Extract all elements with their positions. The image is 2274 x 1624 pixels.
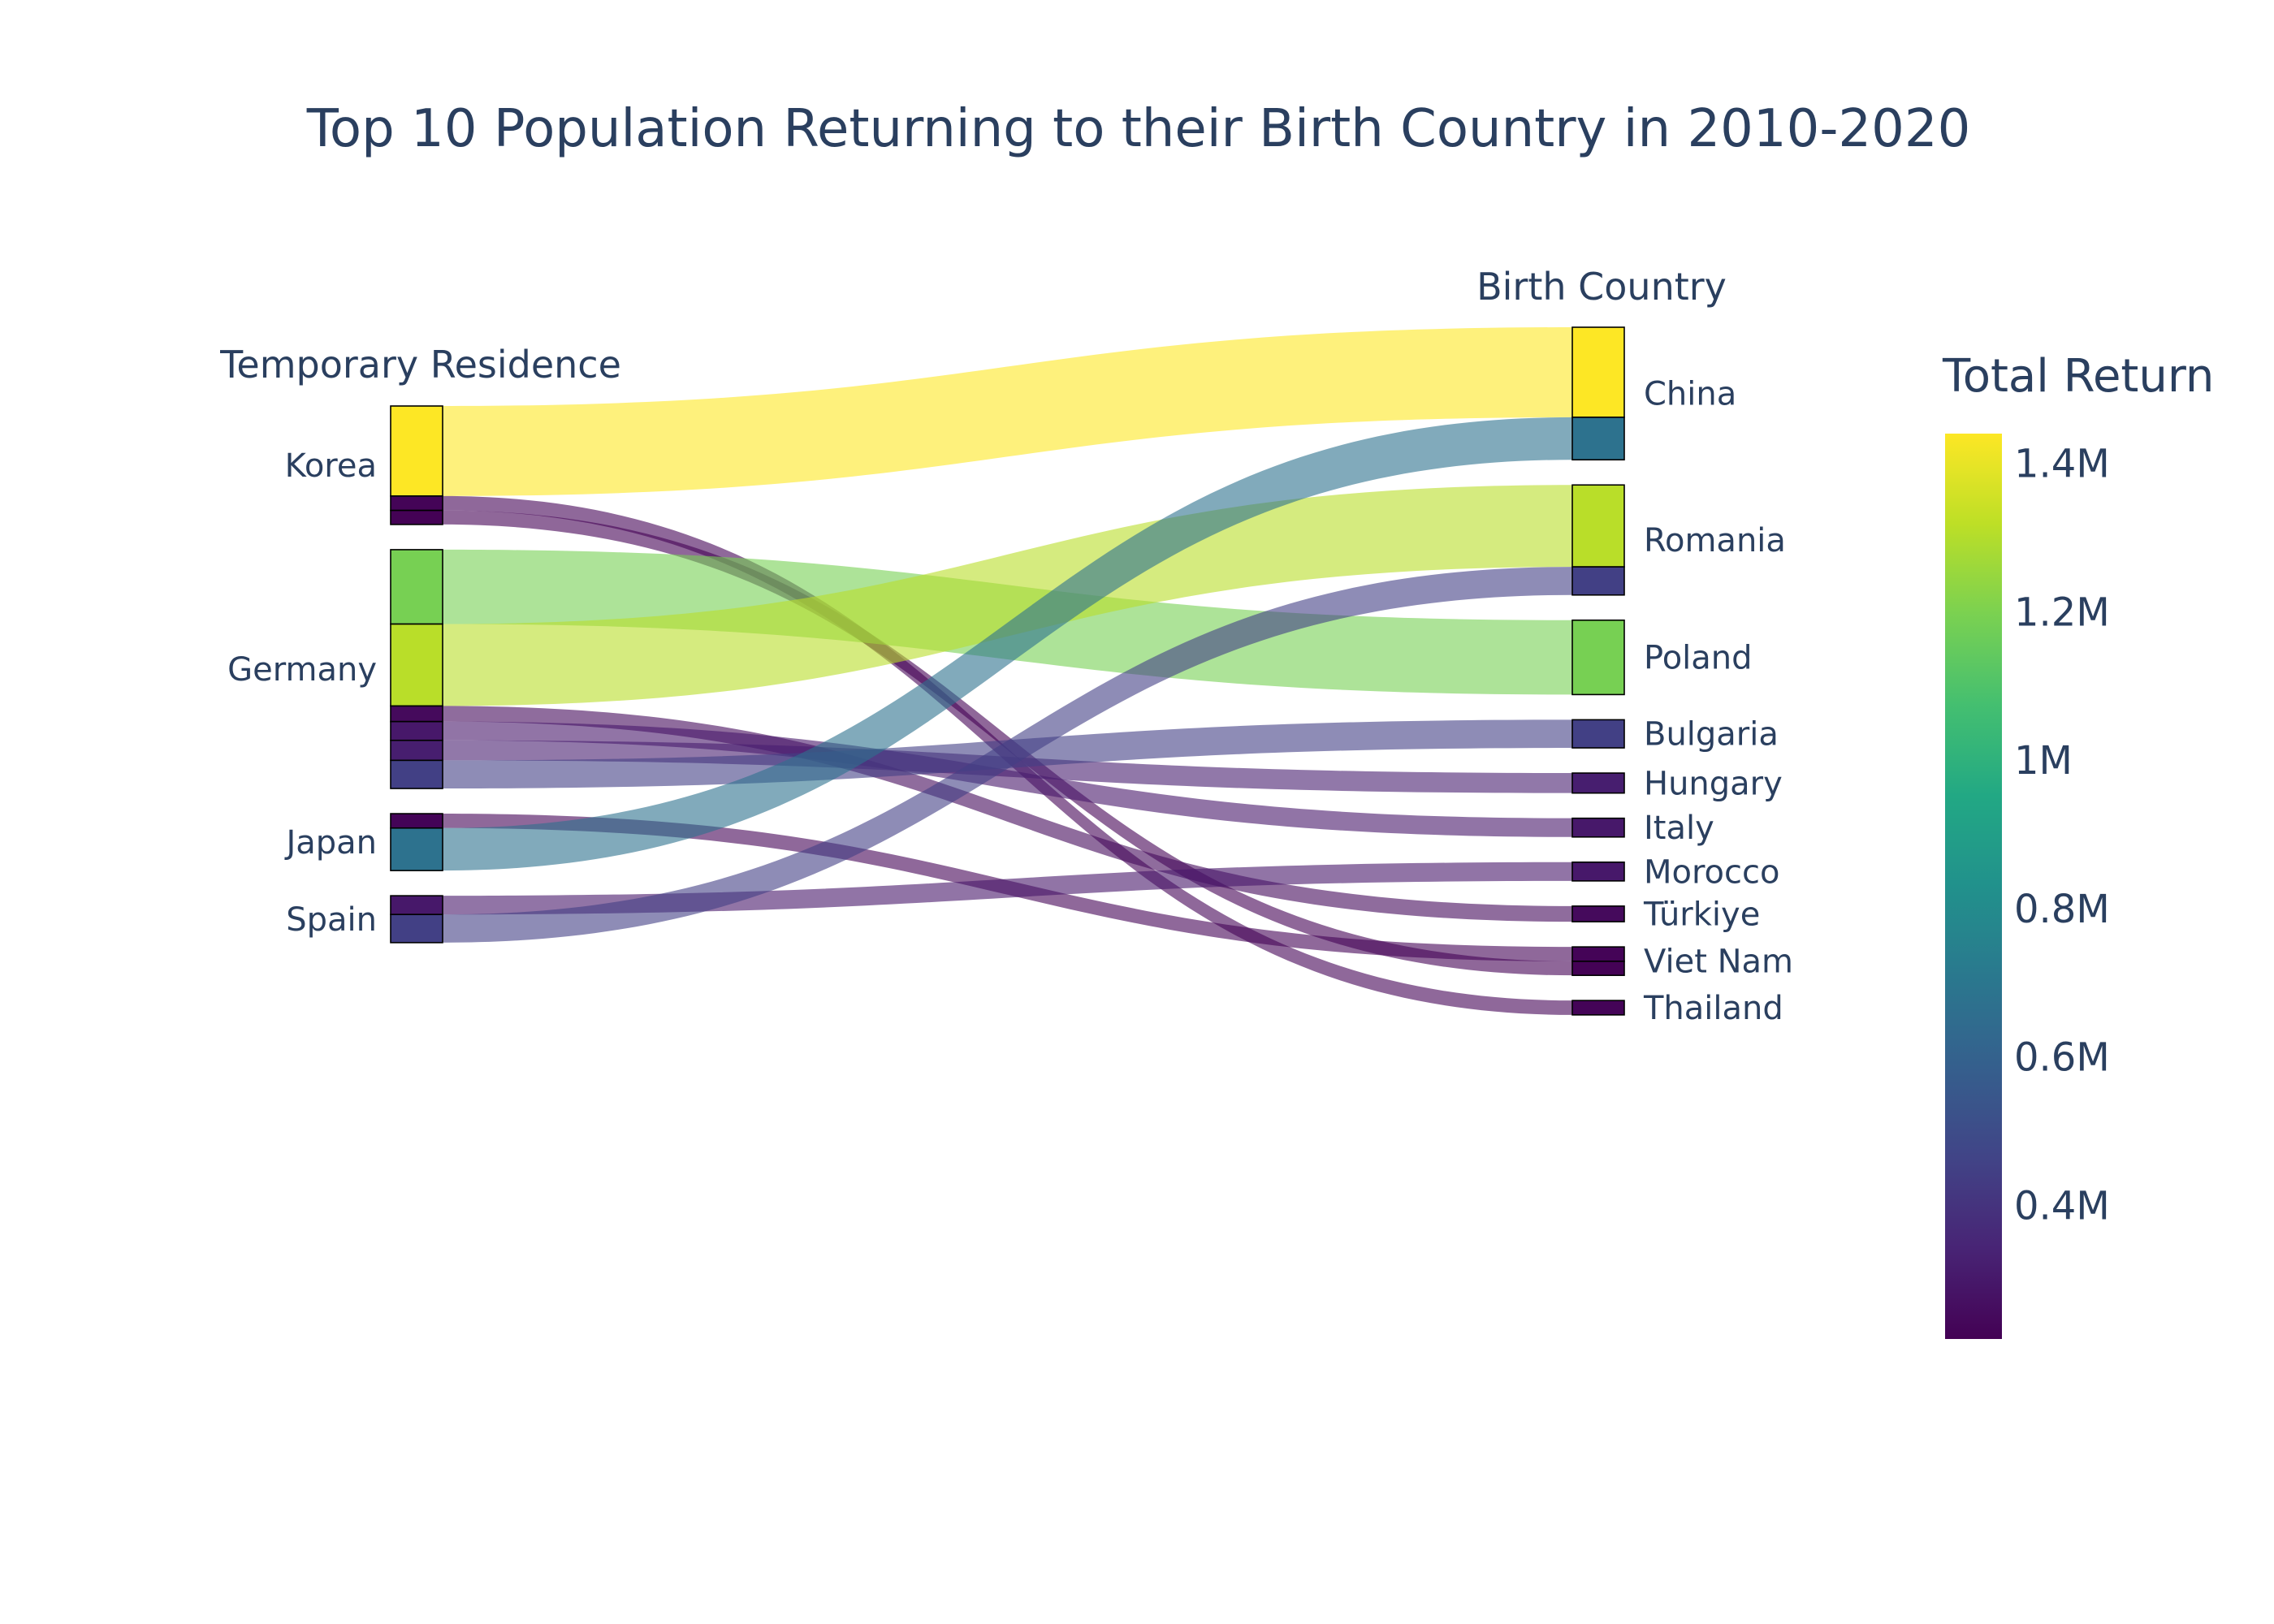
chart-title: Top 10 Population Returning to their Bir…: [306, 99, 1971, 159]
left-column-header: Temporary Residence: [219, 343, 621, 387]
target-label-turkiye: Türkiye: [1643, 896, 1760, 934]
node-segment-korea-viet-nam[interactable]: [390, 509, 443, 525]
colorbar-gradient: [1945, 434, 2002, 1339]
colorbar-ticks: 0.4M 0.6M 0.8M 1M 1.2M 1.4M: [2014, 442, 2110, 1229]
source-label-korea: Korea: [285, 447, 377, 485]
node-segment-morocco-from-spain[interactable]: [1571, 861, 1625, 882]
target-label-morocco: Morocco: [1644, 853, 1779, 891]
link-korea-to-china: [443, 327, 1572, 496]
node-segment-poland-from-germany[interactable]: [1571, 619, 1625, 696]
node-segment-romania-from-germany[interactable]: [1571, 484, 1625, 568]
right-column-header: Birth Country: [1476, 265, 1727, 309]
target-label-china: China: [1644, 376, 1736, 413]
colorbar: Total Return 0.4M 0.6M 0.8M 1M 1.2M 1.4M: [1942, 350, 2214, 1339]
node-segment-germany-italy[interactable]: [390, 720, 443, 741]
node-segment-korea-china[interactable]: [390, 405, 443, 497]
node-segment-germany-bulgaria[interactable]: [390, 759, 443, 789]
node-segment-romania-from-spain[interactable]: [1571, 566, 1625, 596]
target-label-bulgaria: Bulgaria: [1644, 716, 1779, 754]
colorbar-tick-label: 0.4M: [2014, 1183, 2110, 1229]
node-segment-turkiye-from-germany[interactable]: [1571, 905, 1625, 922]
link-spain-to-romania: [443, 567, 1572, 943]
colorbar-tick-label: 1.4M: [2014, 442, 2110, 487]
target-label-hungary: Hungary: [1644, 765, 1783, 802]
node-segment-japan-china[interactable]: [390, 827, 443, 871]
target-label-viet-nam: Viet Nam: [1644, 944, 1793, 981]
source-label-germany: Germany: [227, 651, 377, 689]
link-germany-to-turkiye: [443, 706, 1572, 922]
colorbar-tick-label: 0.6M: [2014, 1035, 2110, 1081]
node-segment-spain-romania[interactable]: [390, 914, 443, 944]
node-segment-china-from-korea[interactable]: [1571, 326, 1625, 418]
node-segment-hungary-from-germany[interactable]: [1571, 772, 1625, 794]
node-segment-spain-morocco[interactable]: [390, 895, 443, 916]
node-segment-viet-nam-from-japan[interactable]: [1571, 946, 1625, 962]
source-label-spain: Spain: [286, 901, 377, 939]
node-segment-japan-viet-nam[interactable]: [390, 813, 443, 829]
link-japan-to-china: [443, 417, 1572, 871]
node-segment-germany-turkiye[interactable]: [390, 705, 443, 723]
source-label-japan: Japan: [283, 824, 377, 862]
node-segment-italy-from-germany[interactable]: [1571, 817, 1625, 838]
flow-links: [443, 327, 1572, 1015]
node-segment-germany-poland[interactable]: [390, 549, 443, 625]
colorbar-tick-label: 0.8M: [2014, 887, 2110, 932]
link-germany-to-romania: [443, 485, 1572, 706]
target-label-thailand: Thailand: [1643, 990, 1783, 1027]
node-labels: Korea Germany Japan Spain China Romania Poland…: [227, 376, 1793, 1027]
target-label-romania: Romania: [1644, 522, 1786, 559]
colorbar-title: Total Return: [1942, 350, 2214, 403]
flow-nodes: [390, 326, 1625, 1016]
node-segment-korea-thailand[interactable]: [390, 495, 443, 512]
node-segment-germany-romania[interactable]: [390, 623, 443, 707]
target-label-poland: Poland: [1644, 640, 1753, 677]
colorbar-tick-label: 1M: [2014, 738, 2073, 784]
target-label-italy: Italy: [1644, 810, 1714, 847]
node-segment-china-from-japan[interactable]: [1571, 417, 1625, 461]
node-segment-viet-nam-from-korea[interactable]: [1571, 961, 1625, 976]
node-segment-bulgaria-from-germany[interactable]: [1571, 719, 1625, 749]
node-segment-thailand-from-korea[interactable]: [1571, 1000, 1625, 1016]
node-segment-germany-hungary[interactable]: [390, 739, 443, 762]
colorbar-tick-label: 1.2M: [2014, 590, 2110, 635]
